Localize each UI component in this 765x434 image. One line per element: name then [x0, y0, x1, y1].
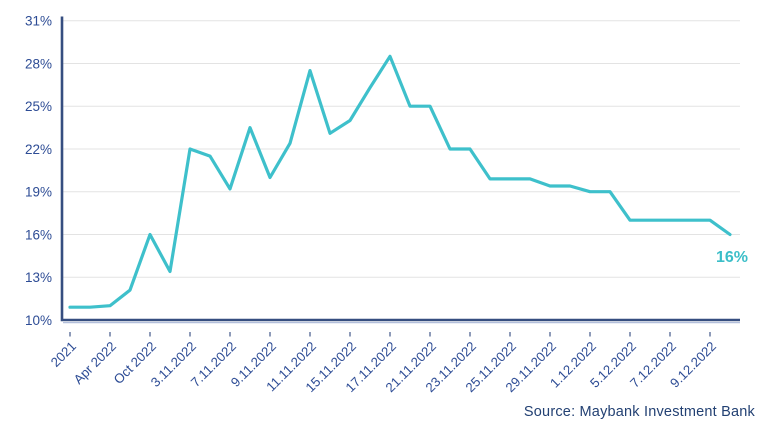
axis-lines [60, 16, 740, 322]
y-axis-tick-label: 28% [25, 56, 52, 71]
y-axis-tick-label: 22% [25, 142, 52, 157]
x-axis-tick-label: Apr 2022 [71, 339, 119, 387]
y-axis-tick-label: 19% [25, 185, 52, 200]
source-caption: Source: Maybank Investment Bank [523, 404, 755, 420]
y-axis-tick-label: 13% [25, 270, 52, 285]
end-value-label: 16% [716, 249, 748, 266]
y-axis-tick-label: 10% [25, 313, 52, 328]
trend-line [68, 54, 732, 309]
x-axis-tick-label: 2021 [48, 339, 79, 370]
y-axis-tick-label: 16% [25, 227, 52, 242]
y-axis-tick-label: 31% [25, 14, 52, 29]
y-axis-tick-label: 25% [25, 99, 52, 114]
